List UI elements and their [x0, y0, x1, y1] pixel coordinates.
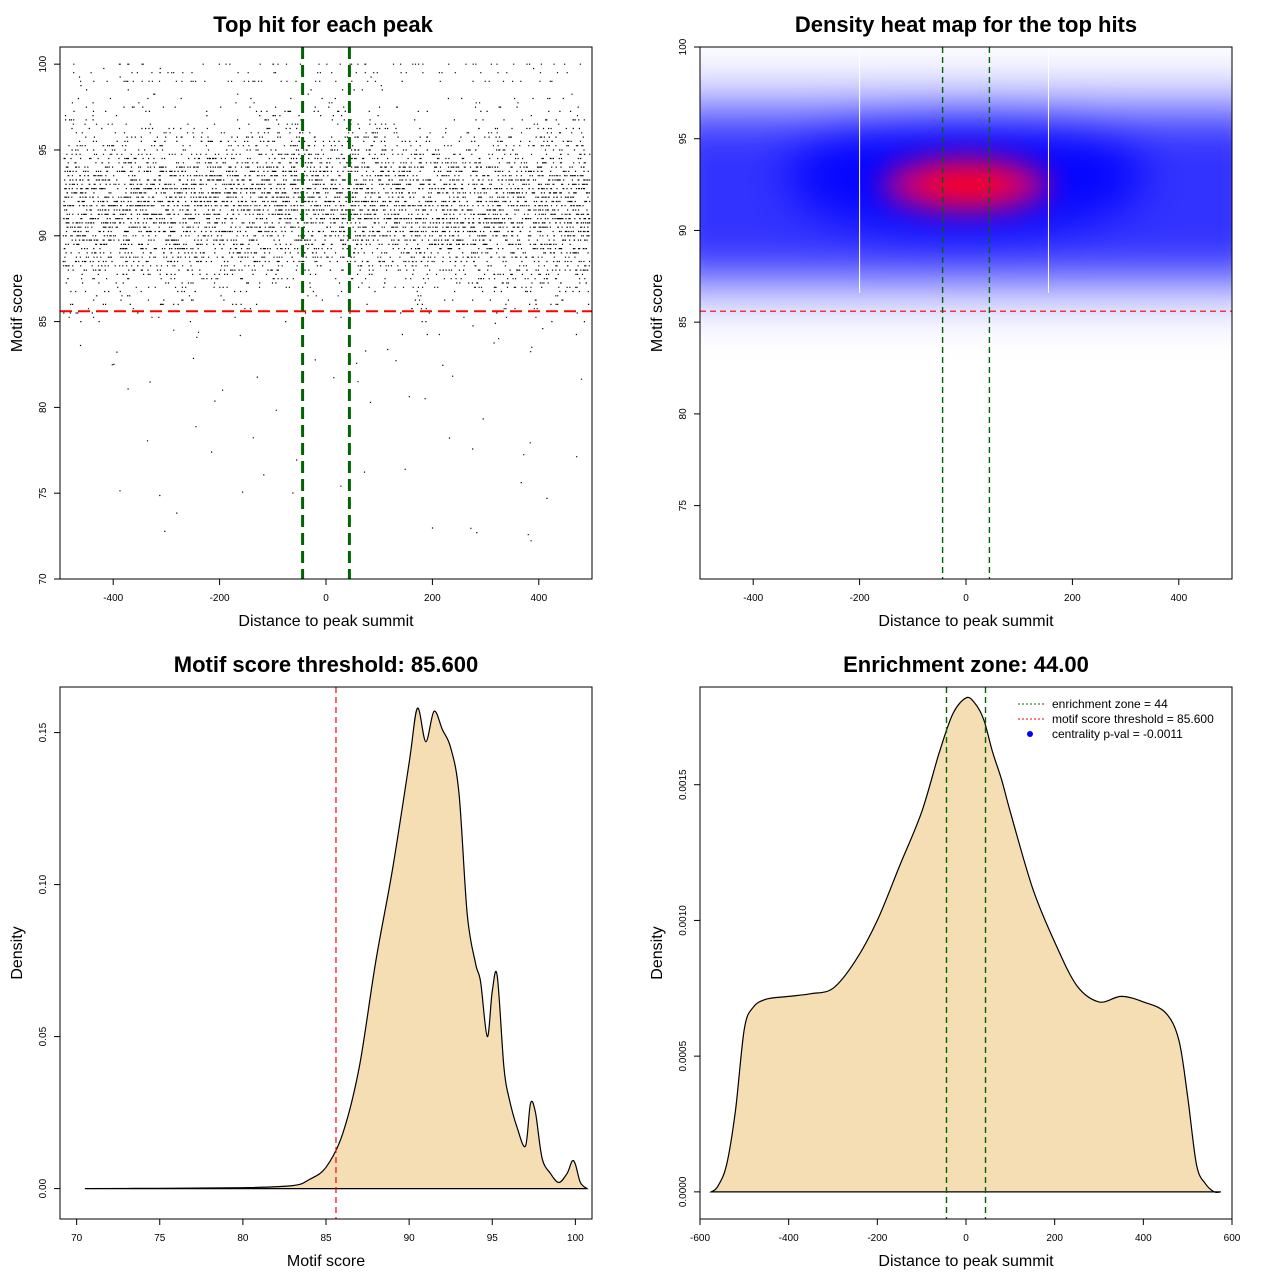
scatter-y-tick-label: 75	[38, 487, 49, 499]
score-density-ylabel: Density	[9, 926, 26, 979]
distance-density-x-tick-label: -200	[867, 1233, 887, 1244]
scatter-x-tick-label: 400	[530, 593, 547, 604]
heatmap-y-tick-label: 90	[678, 224, 689, 236]
heatmap-y-tick-label: 100	[678, 38, 689, 55]
score-density-x-tick-label: 80	[237, 1233, 249, 1244]
heatmap-red-layer	[881, 156, 1051, 213]
heatmap-reference-lines	[700, 47, 1232, 579]
heatmap-hotspot-core	[914, 167, 1018, 202]
score-density-x-tick-label: 90	[404, 1233, 416, 1244]
panel-score-density: Motif score threshold: 85.600 Motif scor…	[9, 652, 593, 1270]
scatter-y-tick-label: 80	[38, 401, 49, 413]
scatter-y-tick-label: 70	[38, 573, 49, 585]
legend-swatch-pval	[1027, 731, 1033, 737]
score-density-x-tick-label: 100	[567, 1233, 584, 1244]
heatmap-plot-frame	[699, 46, 1233, 580]
heatmap-y-tick-label: 75	[678, 500, 689, 512]
scatter-ylabel: Motif score	[9, 274, 26, 352]
heatmap-x-tick-label: -200	[850, 593, 870, 604]
score-density-xlabel: Motif score	[287, 1253, 365, 1270]
heatmap-ylabel: Motif score	[649, 274, 666, 352]
score-density-title: Motif score threshold: 85.600	[174, 652, 478, 677]
heatmap-band-upper	[700, 78, 1232, 115]
distance-density-xlabel: Distance to peak summit	[878, 1253, 1054, 1270]
heatmap-x-tick-label: 0	[963, 593, 969, 604]
distance-density-y-tick-label: 0.0010	[678, 905, 689, 936]
distance-density-x-tick-label: 400	[1135, 1233, 1152, 1244]
distance-density-x-tick-label: 0	[963, 1233, 969, 1244]
legend-entry-enrichment: enrichment zone = 44	[1052, 697, 1168, 711]
panel-scatter: Top hit for each peak Distance to peak s…	[9, 12, 593, 630]
panel-heatmap: Density heat map for the top hits Distan…	[649, 12, 1233, 630]
distance-density-x-tick-label: -400	[779, 1233, 799, 1244]
scatter-y-tick-label: 85	[38, 316, 49, 328]
score-density-plot-frame	[59, 686, 593, 1220]
scatter-plot-frame	[59, 46, 593, 580]
distance-density-x-tick-label: 600	[1224, 1233, 1241, 1244]
heatmap-density	[700, 47, 1232, 313]
distance-density-y-tick-label: 0.0000	[678, 1176, 689, 1207]
distance-density-x-tick-label: -600	[690, 1233, 710, 1244]
legend: enrichment zone = 44 motif score thresho…	[1018, 697, 1214, 741]
score-density-x-tick-label: 70	[71, 1233, 83, 1244]
score-density-x-tick-label: 85	[320, 1233, 332, 1244]
panel-distance-density: Enrichment zone: 44.00 Distance to peak …	[649, 652, 1241, 1270]
scatter-y-tick-label: 90	[38, 230, 49, 242]
scatter-reference-lines	[60, 47, 592, 579]
distance-density-plot-frame	[699, 686, 1233, 1220]
scatter-x-tick-label: 0	[323, 593, 329, 604]
scatter-x-tick-label: 200	[424, 593, 441, 604]
distance-density-title: Enrichment zone: 44.00	[843, 652, 1089, 677]
heatmap-y-tick-label: 85	[678, 316, 689, 328]
scatter-x-tick-label: -400	[103, 593, 123, 604]
distance-density-zone-lines	[945, 687, 987, 1219]
distance-density-y-tick-label: 0.0015	[678, 769, 689, 800]
heatmap-x-tick-label: 200	[1064, 593, 1081, 604]
legend-entry-pval: centrality p-val = -0.0011	[1052, 727, 1183, 741]
heatmap-x-tick-label: -400	[743, 593, 763, 604]
scatter-axes: -400 -200 0 200 400 70 75 80 85 90 95 100	[38, 55, 548, 604]
heatmap-y-tick-label: 80	[678, 408, 689, 420]
score-density-y-tick-label: 0.10	[38, 874, 49, 894]
score-density-y-tick-label: 0.00	[38, 1178, 49, 1198]
score-density-y-tick-label: 0.15	[38, 722, 49, 742]
heatmap-xlabel: Distance to peak summit	[878, 613, 1054, 630]
heatmap-title: Density heat map for the top hits	[795, 12, 1137, 37]
scatter-points	[62, 63, 591, 542]
scatter-point-cloud	[62, 63, 591, 542]
legend-entry-threshold: motif score threshold = 85.600	[1052, 712, 1214, 726]
distance-density-y-tick-label: 0.0005	[678, 1040, 689, 1071]
score-density-x-tick-label: 75	[154, 1233, 166, 1244]
score-density-curve	[84, 707, 589, 1190]
scatter-x-tick-label: -200	[210, 593, 230, 604]
scatter-xlabel: Distance to peak summit	[238, 613, 414, 630]
score-density-x-tick-label: 95	[487, 1233, 499, 1244]
heatmap-y-tick-label: 95	[678, 133, 689, 145]
distance-density-curve	[709, 696, 1221, 1194]
heatmap-band-lower	[700, 276, 1232, 313]
distance-density-ylabel: Density	[649, 926, 666, 979]
scatter-y-tick-label: 100	[38, 55, 49, 72]
distance-density-x-tick-label: 200	[1046, 1233, 1063, 1244]
score-density-y-tick-label: 0.05	[38, 1026, 49, 1046]
heatmap-x-tick-label: 400	[1170, 593, 1187, 604]
scatter-title: Top hit for each peak	[213, 12, 433, 37]
scatter-y-tick-label: 95	[38, 144, 49, 156]
